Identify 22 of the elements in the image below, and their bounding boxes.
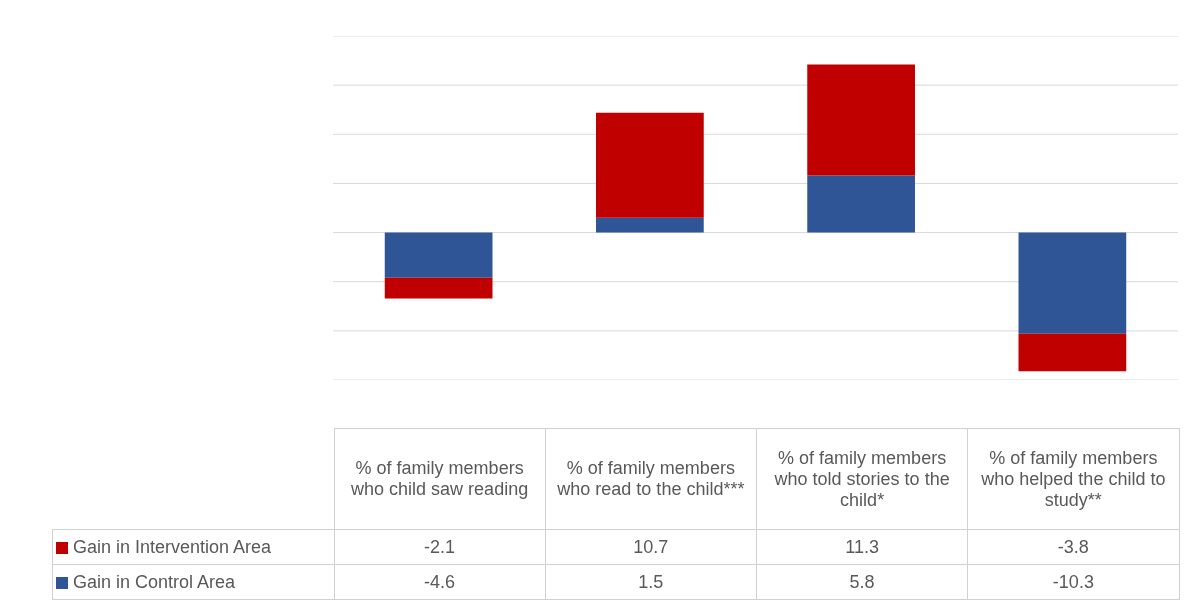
x-tick-label: % of family members who helped the child to study**	[967, 428, 1179, 530]
data-label: 11.3	[756, 529, 968, 565]
x-tick-label: % of family members who read to the child***	[545, 428, 757, 530]
bar	[596, 112, 704, 218]
bar	[807, 64, 915, 176]
x-tick-label: % of family members who told stories to the child*	[756, 428, 968, 530]
data-label: -3.8	[967, 529, 1179, 565]
data-label: -4.6	[334, 564, 546, 600]
bar	[1018, 232, 1127, 334]
data-label: -10.3	[967, 564, 1179, 600]
data-label: -2.1	[334, 529, 546, 565]
bar	[384, 232, 493, 278]
data-label: 10.7	[545, 529, 757, 565]
data-label: 5.8	[756, 564, 968, 600]
bar	[807, 175, 915, 233]
data-label: 1.5	[545, 564, 757, 600]
legend-label: Gain in Control Area	[73, 571, 236, 592]
bar	[596, 217, 704, 233]
legend-label: Gain in Intervention Area	[73, 536, 272, 557]
bar	[384, 277, 493, 299]
bar	[1018, 333, 1127, 372]
x-tick-label: % of family members who child saw reading	[334, 428, 546, 530]
